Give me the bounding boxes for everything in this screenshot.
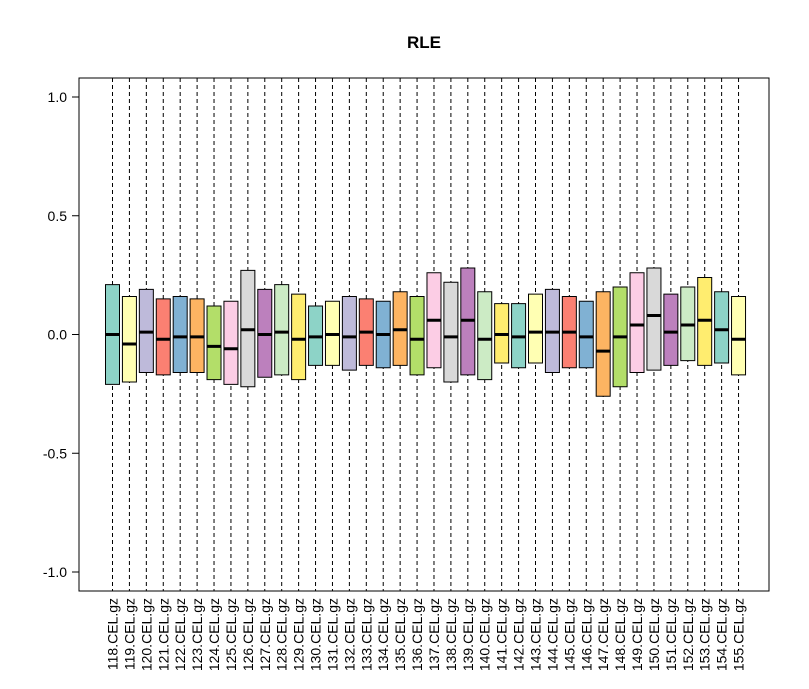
y-tick-label-3: 0.5 — [48, 208, 68, 224]
y-axis: -1.0 -0.5 0.0 0.5 1.0 — [43, 89, 80, 580]
x-tick-label-16: 134.CEL.gz — [375, 598, 391, 671]
y-tick-label-2: 0.0 — [48, 327, 68, 343]
x-tick-label-13: 131.CEL.gz — [324, 598, 340, 671]
box-11 — [291, 293, 307, 381]
x-tick-label-17: 135.CEL.gz — [392, 598, 408, 671]
x-tick-label-6: 124.CEL.gz — [206, 598, 222, 671]
box-25 — [528, 293, 543, 364]
x-tick-label-32: 150.CEL.gz — [646, 598, 662, 671]
box-20 — [443, 281, 459, 383]
box-37 — [731, 296, 747, 376]
box-10 — [274, 284, 290, 376]
box-4 — [172, 296, 188, 373]
x-tick-label-20: 138.CEL.gz — [443, 598, 459, 671]
x-tick-label-10: 128.CEL.gz — [274, 598, 290, 671]
x-tick-label-25: 143.CEL.gz — [528, 598, 544, 671]
x-tick-label-12: 130.CEL.gz — [308, 598, 324, 671]
x-tick-label-4: 122.CEL.gz — [172, 598, 188, 671]
x-tick-label-15: 133.CEL.gz — [358, 598, 374, 671]
x-tick-label-34: 152.CEL.gz — [680, 598, 696, 671]
x-tick-label-26: 144.CEL.gz — [544, 598, 560, 671]
x-tick-label-29: 147.CEL.gz — [595, 598, 611, 671]
plot-area — [78, 77, 770, 592]
x-tick-label-0: 118.CEL.gz — [105, 598, 121, 670]
x-tick-label-30: 148.CEL.gz — [612, 598, 628, 671]
x-tick-label-37: 155.CEL.gz — [731, 598, 747, 671]
box-28 — [578, 300, 594, 369]
box-36 — [714, 291, 730, 364]
chart-title: RLE — [407, 33, 441, 52]
box-14 — [341, 296, 357, 371]
box-6 — [206, 305, 222, 381]
x-tick-label-9: 127.CEL.gz — [257, 598, 273, 671]
x-tick-label-2: 120.CEL.gz — [138, 598, 154, 671]
x-tick-label-24: 142.CEL.gz — [511, 598, 527, 671]
box-31 — [629, 272, 645, 373]
x-tick-label-8: 126.CEL.gz — [240, 598, 256, 671]
x-tick-label-23: 141.CEL.gz — [494, 598, 510, 671]
y-tick-label-1: -0.5 — [43, 445, 67, 461]
x-tick-label-31: 149.CEL.gz — [629, 598, 645, 671]
x-tick-label-19: 137.CEL.gz — [426, 598, 442, 671]
x-tick-label-33: 151.CEL.gz — [663, 598, 679, 671]
box-1 — [121, 296, 137, 383]
box-29 — [595, 291, 611, 397]
y-tick-label-4: 1.0 — [48, 89, 68, 105]
x-tick-label-27: 145.CEL.gz — [561, 598, 577, 671]
box-32 — [646, 267, 662, 371]
x-tick-label-14: 132.CEL.gz — [341, 598, 357, 671]
box-7 — [223, 300, 239, 385]
x-tick-label-11: 129.CEL.gz — [291, 598, 307, 671]
x-axis-labels: 118.CEL.gz 119.CEL.gz 120.CEL.gz 121.CEL.gz… — [105, 598, 747, 671]
x-tick-label-22: 140.CEL.gz — [477, 598, 493, 671]
box-3 — [155, 298, 171, 376]
x-tick-label-1: 119.CEL.gz — [121, 598, 137, 670]
y-tick-label-0: -1.0 — [43, 564, 67, 580]
x-tick-label-3: 121.CEL.gz — [155, 598, 171, 671]
x-tick-label-21: 139.CEL.gz — [460, 598, 476, 671]
x-tick-label-7: 125.CEL.gz — [223, 598, 239, 671]
box-22 — [477, 291, 493, 381]
x-tick-label-18: 136.CEL.gz — [409, 598, 425, 671]
box-33 — [663, 293, 679, 366]
box-18 — [409, 296, 425, 376]
x-tick-label-35: 153.CEL.gz — [697, 598, 713, 671]
x-tick-label-5: 123.CEL.gz — [189, 598, 205, 671]
x-tick-label-36: 154.CEL.gz — [714, 598, 730, 671]
x-tick-label-28: 146.CEL.gz — [578, 598, 594, 671]
